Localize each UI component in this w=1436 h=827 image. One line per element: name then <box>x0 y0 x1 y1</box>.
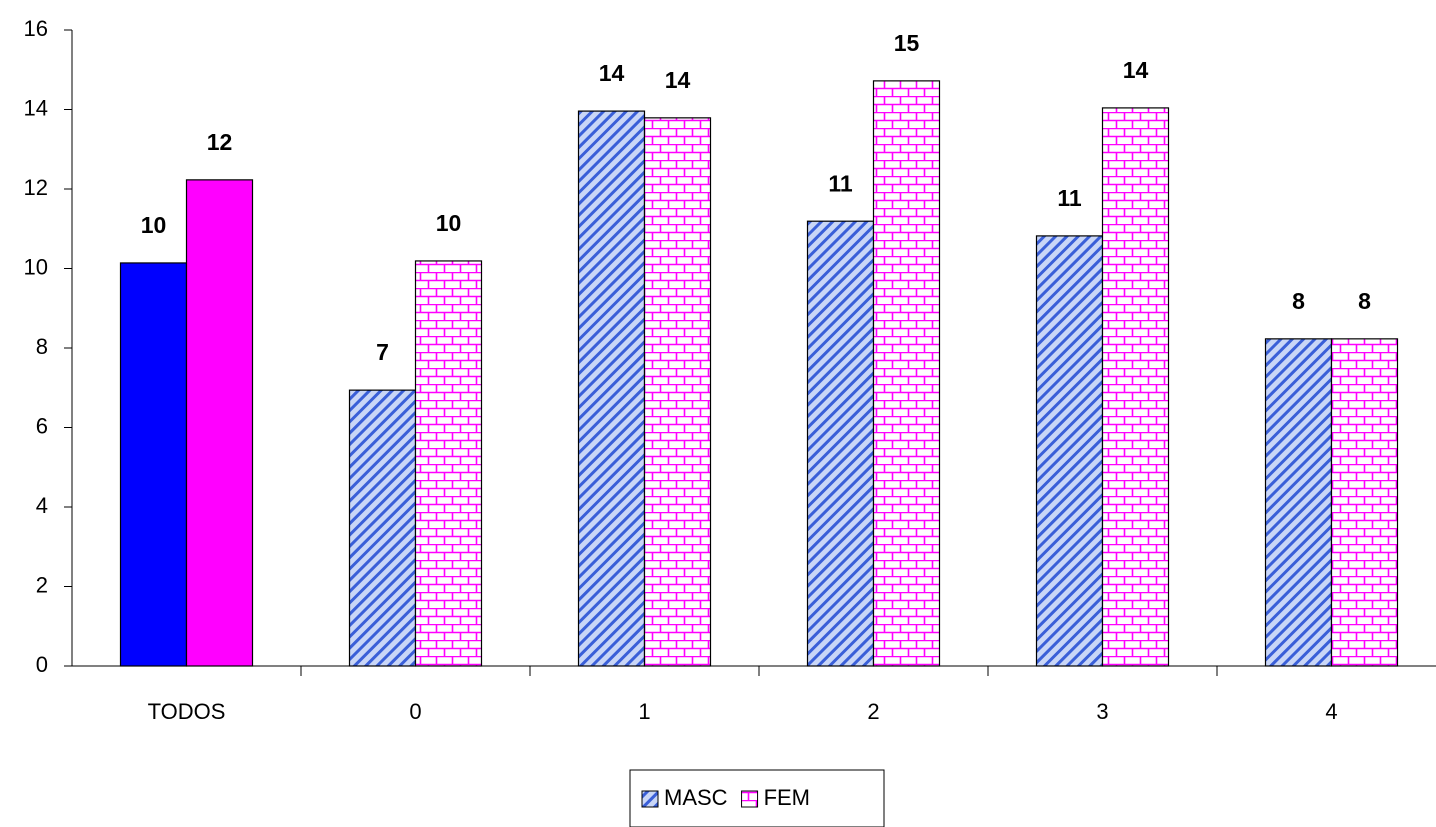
y-tick-label: 12 <box>24 175 48 200</box>
y-tick-label: 4 <box>36 493 48 518</box>
value-label: 14 <box>665 67 691 93</box>
value-label: 8 <box>1358 288 1371 314</box>
x-tick-label: 2 <box>867 699 879 724</box>
x-tick-label: 1 <box>638 699 650 724</box>
value-label: 7 <box>376 339 389 365</box>
value-label: 8 <box>1292 288 1305 314</box>
y-tick-label: 8 <box>36 334 48 359</box>
value-label: 14 <box>1123 57 1149 83</box>
bar <box>121 263 187 666</box>
value-label: 10 <box>141 212 167 238</box>
value-label: 15 <box>894 30 920 56</box>
bar <box>1037 236 1103 666</box>
bar <box>350 390 416 666</box>
bar <box>808 221 874 666</box>
bar <box>187 180 253 666</box>
legend-swatch <box>742 791 758 807</box>
y-tick-label: 2 <box>36 572 48 597</box>
bar <box>1266 339 1332 666</box>
x-tick-label: 3 <box>1096 699 1108 724</box>
legend-label: FEM <box>764 785 810 810</box>
bar <box>1103 108 1169 666</box>
bar <box>874 81 940 666</box>
legend-swatch <box>642 791 658 807</box>
y-tick-label: 0 <box>36 652 48 677</box>
value-label: 12 <box>207 129 233 155</box>
x-tick-label: 4 <box>1325 699 1337 724</box>
y-tick-label: 14 <box>24 95 48 120</box>
value-label: 14 <box>599 60 625 86</box>
legend-label: MASC <box>664 785 728 810</box>
y-tick-label: 10 <box>24 254 48 279</box>
value-label: 10 <box>436 210 462 236</box>
bar <box>416 261 482 666</box>
y-tick-label: 6 <box>36 413 48 438</box>
bar <box>1332 339 1398 666</box>
y-tick-label: 16 <box>24 16 48 41</box>
bar <box>579 111 645 666</box>
x-tick-label: TODOS <box>148 699 226 724</box>
bar <box>645 118 711 666</box>
value-label: 11 <box>1057 185 1082 211</box>
chart: 0 2 4 6 8 10 12 14 16 TODOS 10 12 0 7 10 1 14 14 2 11 15 3 11 1… <box>0 0 1436 827</box>
value-label: 11 <box>828 170 853 196</box>
x-tick-label: 0 <box>409 699 421 724</box>
